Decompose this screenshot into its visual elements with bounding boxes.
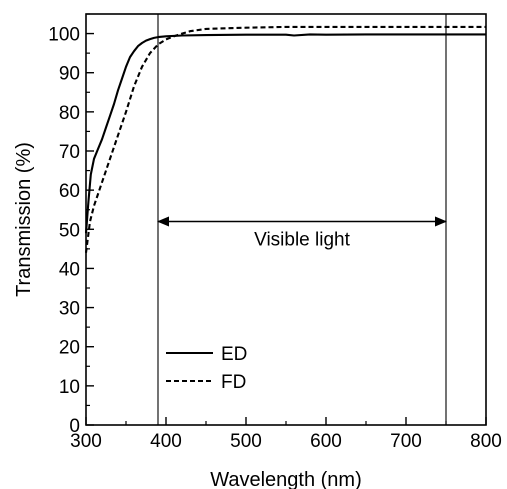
- y-tick-label-90: 90: [59, 64, 80, 85]
- plot-frame: [85, 13, 487, 426]
- x-axis-title: Wavelength (nm): [210, 469, 362, 489]
- y-axis-title: Transmission (%): [13, 142, 35, 297]
- x-axis-ticks: 300 400 500 600 700 800: [70, 417, 502, 452]
- legend-label-ed: ED: [221, 344, 247, 365]
- y-tick-label-20: 20: [59, 338, 80, 359]
- annotation-layer: Visible light: [157, 216, 447, 250]
- y-tick-label-100: 100: [48, 25, 80, 46]
- series-line-ed: [84, 33, 486, 234]
- y-tick-label-30: 30: [59, 299, 80, 320]
- x-tick-label-300: 300: [70, 431, 102, 452]
- y-tick-label-70: 70: [59, 142, 80, 163]
- y-tick-label-80: 80: [59, 103, 80, 124]
- series-layer: [84, 25, 486, 253]
- x-tick-label-800: 800: [470, 431, 502, 452]
- legend: ED FD: [166, 344, 247, 393]
- y-tick-label-50: 50: [59, 220, 80, 241]
- x-tick-label-500: 500: [230, 431, 262, 452]
- y-tick-label-10: 10: [59, 377, 80, 398]
- y-tick-label-40: 40: [59, 259, 80, 280]
- x-tick-label-400: 400: [150, 431, 182, 452]
- y-tick-label-60: 60: [59, 181, 80, 202]
- x-tick-label-700: 700: [390, 431, 422, 452]
- y-tick-label-0: 0: [69, 416, 80, 437]
- visible-light-label: Visible light: [254, 229, 350, 250]
- x-tick-label-600: 600: [310, 431, 342, 452]
- visible-range-lines: [157, 14, 447, 425]
- legend-label-fd: FD: [221, 372, 246, 393]
- y-axis-ticks: 0 10 20 30 40 50 60 70 80 90 100: [48, 13, 94, 437]
- series-line-fd: [84, 25, 486, 253]
